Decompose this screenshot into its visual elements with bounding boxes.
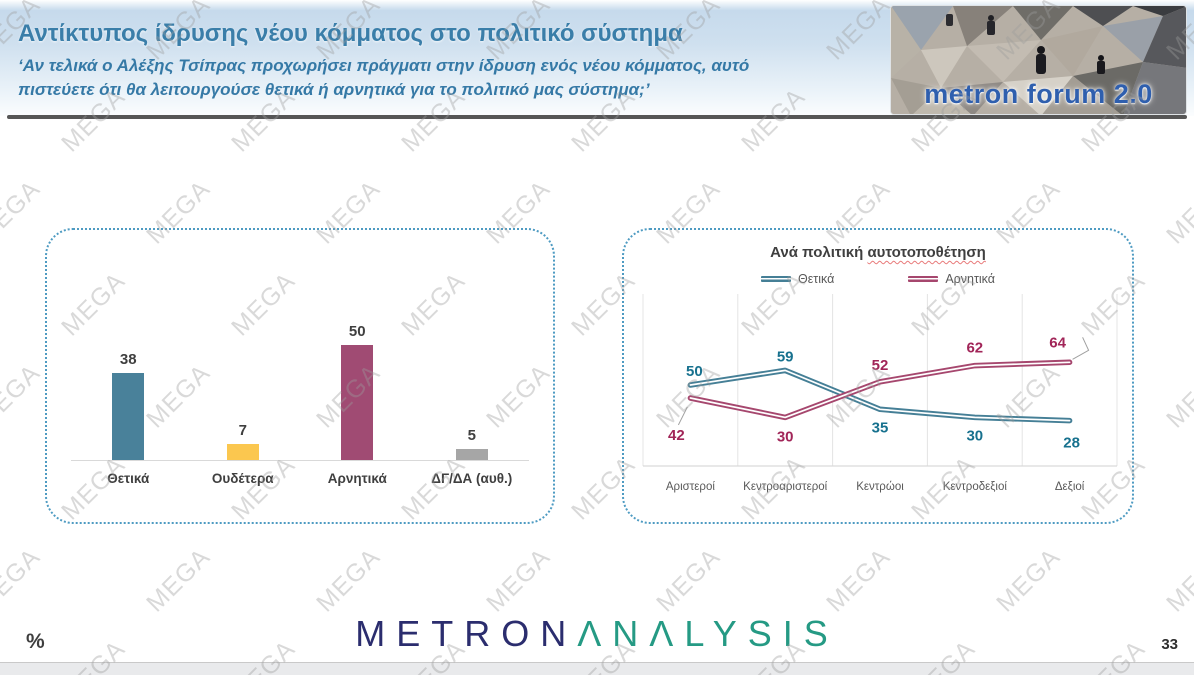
- legend-label: Αρνητικά: [945, 272, 996, 286]
- bar: [455, 448, 488, 460]
- logo-mosaic-image: [891, 6, 1186, 114]
- category-label: Κεντρώοι: [856, 481, 904, 493]
- category-label: Αρνητικά: [327, 471, 387, 486]
- bar-column-2: 50: [300, 323, 415, 460]
- category-label: Κεντροαριστεροί: [743, 481, 827, 493]
- legend-swatch: [760, 276, 791, 282]
- bar-column-0: 38: [71, 351, 186, 460]
- slide-subtitle-line1: ‘Αν τελικά ο Αλέξης Τσίπρας προχωρήσει π…: [18, 56, 750, 75]
- data-label-Αρνητικά: 42: [668, 427, 685, 444]
- line-series-core-Θετικά: [689, 369, 1071, 422]
- legend-swatch: [908, 276, 939, 282]
- bar-chart-category-labels: Θετικά Ουδέτερα Αρνητικά ΔΓ/ΔΑ (αυθ.): [71, 471, 529, 486]
- header: Αντίκτυπος ίδρυσης νέου κόμματος στο πολ…: [0, 0, 1194, 116]
- header-separator: [7, 115, 1187, 119]
- bar-column-3: 5: [415, 426, 530, 460]
- data-label-Αρνητικά: 62: [966, 340, 983, 357]
- percent-label: %: [26, 630, 45, 653]
- bar-chart-bars: 38 7 50 5: [71, 230, 529, 460]
- line-chart-title: Ανά πολιτική αυτοτοποθέτηση: [624, 244, 1132, 261]
- data-label-Αρνητικά: 52: [872, 357, 889, 374]
- bar-column-1: 7: [186, 422, 301, 460]
- legend-item-Θετικά: Θετικά: [760, 272, 835, 286]
- bar-value-label: 5: [467, 426, 476, 444]
- line-chart-title-prefix: Ανά πολιτική: [770, 244, 868, 261]
- data-label-Αρνητικά: 64: [1049, 334, 1066, 351]
- bar-value-label: 50: [348, 323, 366, 340]
- category-label: Θετικά: [107, 471, 150, 486]
- metron-forum-logo-text: metron forum 2.0: [924, 79, 1153, 109]
- label-leader-line: [1072, 337, 1090, 360]
- category-label: Κεντροδεξιοί: [943, 481, 1008, 493]
- data-label-Θετικά: 50: [686, 363, 703, 380]
- bar: [341, 345, 374, 460]
- data-label-Αρνητικά: 30: [777, 428, 794, 445]
- line-chart: 50 59 35 30 28 42 30 52 62 64 Αριστεροί Κεντροαριστ…: [642, 294, 1118, 493]
- slide-title: Αντίκτυπος ίδρυσης νέου κόμματος στο πολ…: [18, 20, 683, 47]
- category-label: ΔΓ/ΔΑ (αυθ.): [431, 471, 513, 486]
- bar: [112, 372, 145, 460]
- bar-value-label: 38: [119, 350, 137, 368]
- label-leader-line: [677, 406, 688, 426]
- category-label: Ουδέτερα: [211, 471, 274, 486]
- data-label-Θετικά: 59: [777, 348, 794, 365]
- legend-item-Αρνητικά: Αρνητικά: [908, 272, 995, 286]
- slide-subtitle-line2: πιστεύετε ότι θα λειτουργούσε θετικά ή α…: [18, 80, 650, 99]
- line-chart-panel: Ανά πολιτική αυτοτοποθέτηση Θετικά Αρνητι…: [622, 228, 1134, 524]
- legend-label: Θετικά: [797, 272, 835, 286]
- metron-analysis-logo: METRONΛNΛLYSIS: [0, 613, 1194, 655]
- line-chart-title-underlined-word: αυτοτοποθέτηση: [867, 244, 986, 261]
- data-label-Θετικά: 35: [872, 419, 889, 436]
- bar: [226, 443, 259, 460]
- data-label-Θετικά: 28: [1063, 435, 1080, 452]
- category-label: Δεξιοί: [1055, 481, 1085, 493]
- line-series-core-Αρνητικά: [689, 361, 1071, 419]
- bar-chart-panel: 38 7 50 5 Θετικά Ουδέτερα Αρνητικά ΔΓ/ΔΑ (αυθ.): [45, 228, 555, 524]
- metron-forum-logo: metron forum 2.0: [890, 5, 1187, 115]
- line-series-Θετικά: [687, 367, 1073, 424]
- page-number: 33: [1161, 636, 1178, 653]
- brand-metron-text: METRON: [355, 613, 578, 654]
- data-label-Θετικά: 30: [966, 427, 983, 444]
- bar-value-label: 7: [238, 421, 247, 439]
- category-label: Αριστεροί: [666, 481, 715, 493]
- line-chart-legend: Θετικά Αρνητικά: [624, 272, 1132, 286]
- bar-chart-axis: [71, 460, 529, 461]
- brand-analysis-text: ΛNΛLYSIS: [577, 613, 839, 654]
